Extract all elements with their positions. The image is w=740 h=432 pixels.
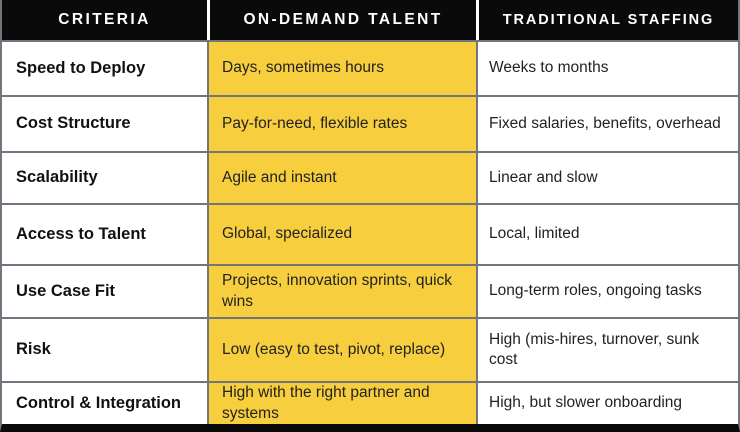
cell-traditional-cost: Fixed salaries, benefits, overhead [476, 95, 738, 151]
row-label-scalability: Scalability [2, 151, 207, 203]
row-label-speed-to-deploy: Speed to Deploy [2, 40, 207, 95]
cell-traditional-access: Local, limited [476, 203, 738, 264]
cell-on-demand-access: Global, specialized [207, 203, 476, 264]
row-label-use-case-fit: Use Case Fit [2, 264, 207, 317]
cell-on-demand-control: High with the right partner and systems [207, 381, 476, 424]
row-label-risk: Risk [2, 317, 207, 381]
cell-on-demand-use-case: Projects, innovation sprints, quick wins [207, 264, 476, 317]
cell-traditional-risk: High (mis-hires, turnover, sunk cost [476, 317, 738, 381]
cell-on-demand-speed: Days, sometimes hours [207, 40, 476, 95]
cell-on-demand-scalability: Agile and instant [207, 151, 476, 203]
cell-traditional-use-case: Long-term roles, ongoing tasks [476, 264, 738, 317]
cell-traditional-speed: Weeks to months [476, 40, 738, 95]
column-header-traditional-staffing: TRADITIONAL STAFFING [476, 0, 738, 40]
cell-traditional-scalability: Linear and slow [476, 151, 738, 203]
cell-on-demand-risk: Low (easy to test, pivot, replace) [207, 317, 476, 381]
cell-traditional-control: High, but slower onboarding [476, 381, 738, 424]
column-header-on-demand-talent: ON-DEMAND TALENT [207, 0, 476, 40]
row-label-cost-structure: Cost Structure [2, 95, 207, 151]
column-header-criteria: CRITERIA [2, 0, 207, 40]
row-label-control-integration: Control & Integration [2, 381, 207, 424]
row-label-access-to-talent: Access to Talent [2, 203, 207, 264]
cell-on-demand-cost: Pay-for-need, flexible rates [207, 95, 476, 151]
